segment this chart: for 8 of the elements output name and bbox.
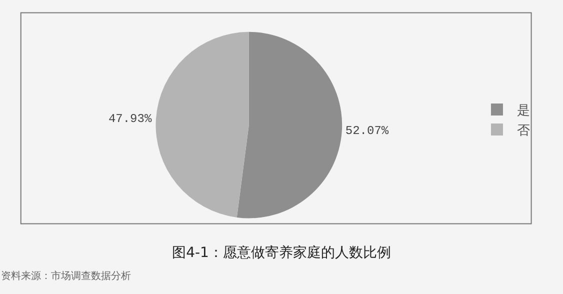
- text: 资料来源：市场调查数据分析: [1, 270, 131, 282]
- data-label: 47.93%: [108, 112, 152, 126]
- legend-label: 是: [516, 104, 530, 119]
- data-label: 52.07%: [345, 124, 390, 138]
- pie-slice: [156, 32, 249, 218]
- pie-slice: [236, 32, 342, 218]
- text: 图4-1：愿意做寄养家庭的人数比例: [172, 244, 391, 261]
- legend-label: 否: [516, 124, 530, 139]
